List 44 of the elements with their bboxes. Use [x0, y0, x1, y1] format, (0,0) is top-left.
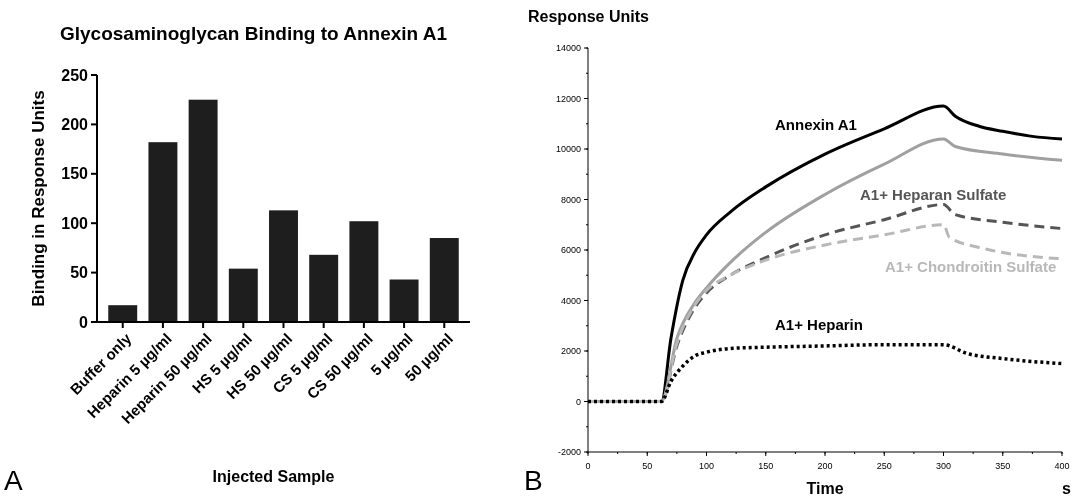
y-tick-label: 10000	[555, 144, 581, 155]
y-tick-label: -2000	[557, 447, 581, 458]
series-label: A1+ Heparan Sulfate	[860, 186, 1007, 203]
bar	[309, 254, 339, 322]
x-tick-label: 100	[698, 461, 715, 471]
series-label: A1+ Heparin	[775, 316, 863, 333]
y-tick-label: 250	[61, 66, 89, 84]
series-label: Annexin A1	[775, 116, 857, 133]
y-tick-label: 8000	[560, 194, 581, 205]
bar	[148, 142, 178, 322]
bar	[349, 221, 379, 322]
x-tick-label: 0	[585, 461, 591, 471]
x-tick-label: 350	[995, 461, 1011, 471]
chart-title: Glycosaminoglycan Binding to Annexin A1	[59, 23, 448, 44]
y-tick-label: 6000	[560, 245, 581, 256]
text: A	[4, 465, 23, 496]
x-tick-label: 200	[817, 461, 833, 471]
y-tick-label: 14000	[555, 43, 581, 54]
bar	[108, 305, 138, 322]
bar	[389, 279, 419, 322]
y-tick-label: 12000	[555, 93, 581, 104]
x-axis-title: Injected Sample	[212, 468, 335, 485]
y-tick-label: 100	[61, 214, 89, 232]
x-tick-label: 150	[758, 461, 774, 471]
y-tick-label: 150	[61, 165, 89, 183]
y-tick-label: 0	[79, 313, 89, 331]
y-tick-label: 4000	[560, 295, 581, 306]
text: B	[524, 465, 543, 496]
y-tick-label: 200	[61, 116, 89, 133]
x-tick-label: 400	[1054, 461, 1070, 471]
bar	[269, 210, 298, 322]
text: s	[1062, 480, 1071, 497]
x-tick-label: 50	[642, 461, 653, 471]
bar	[429, 238, 459, 322]
y-tick-label: 50	[70, 264, 89, 282]
y-axis-title: Response Units	[528, 8, 650, 25]
y-axis-title: Binding in Response Units	[29, 90, 48, 307]
bar	[188, 99, 218, 322]
bar	[228, 268, 258, 322]
x-tick-label: 300	[935, 461, 952, 471]
x-tick-label: 250	[876, 461, 892, 471]
y-tick-label: 2000	[560, 346, 581, 357]
series-label: A1+ Chondroitin Sulfate	[885, 258, 1057, 275]
x-axis-title: Time	[806, 480, 844, 497]
